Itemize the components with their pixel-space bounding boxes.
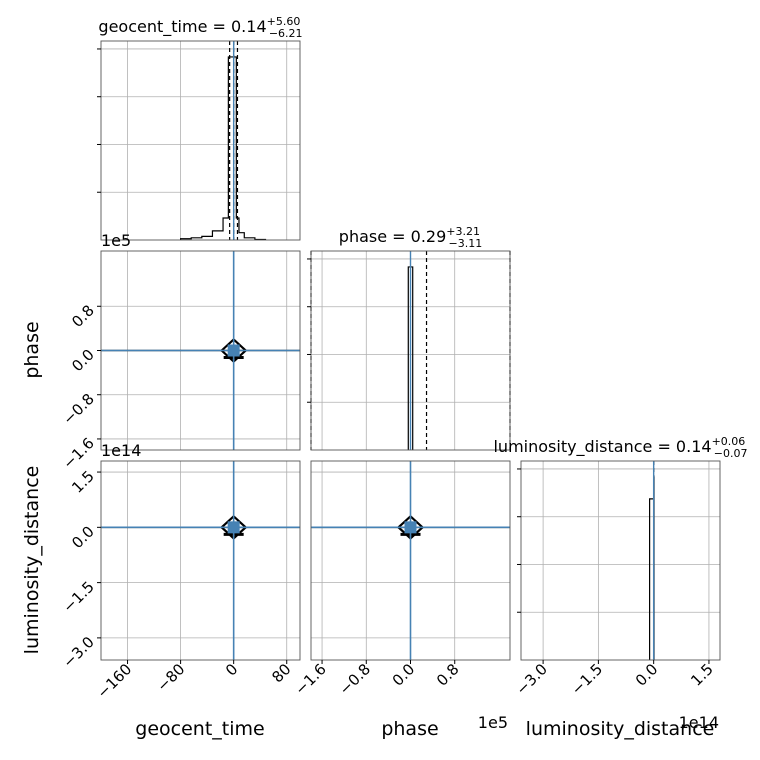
diag-title-phase: phase = 0.29+3.21 −3.11 xyxy=(339,225,482,250)
x-axis-label-geocent-time: geocent_time xyxy=(135,718,264,740)
panel-bg-diag-luminosity-distance xyxy=(521,461,720,660)
panel-frame-diag-geocent-time xyxy=(100,40,301,241)
offset-text-phase-y: 1e5 xyxy=(101,231,131,250)
xtick-label-geocent-time-2: 0 xyxy=(222,660,241,679)
ytick-label-luminosity-distance-1: −1.5 xyxy=(59,578,97,616)
x-axis-label-phase: phase xyxy=(381,718,438,740)
xtick-label-geocent-time-1: −80 xyxy=(153,660,188,695)
panel-frame-diag-luminosity-distance xyxy=(520,460,721,661)
xtick-label-luminosity-distance-3: 1.5 xyxy=(687,660,717,690)
truth-marker-panel-luminosity-distance-vs-geocent-time xyxy=(227,521,240,534)
truth-marker-panel-phase-vs-geocent-time xyxy=(227,344,240,357)
y-axis-label-phase: phase xyxy=(21,321,43,378)
ytick-label-luminosity-distance-0: −3.0 xyxy=(59,633,97,671)
histogram-geocent-time xyxy=(180,56,267,241)
xtick-label-phase-3: 0.8 xyxy=(433,660,463,690)
xtick-label-phase-1: −0.8 xyxy=(336,660,374,698)
xtick-label-luminosity-distance-2: 0.0 xyxy=(632,660,662,690)
xtick-label-luminosity-distance-0: −3.0 xyxy=(512,660,550,698)
diag-title-luminosity-distance: luminosity_distance = 0.14+0.06 −0.07 xyxy=(493,435,747,460)
offset-text-phase-x: 1e5 xyxy=(478,713,508,732)
truth-marker-panel-luminosity-distance-vs-phase xyxy=(404,521,417,534)
x-axis-label-luminosity-distance: luminosity_distance xyxy=(526,718,715,740)
ytick-label-phase-0: −1.6 xyxy=(59,434,97,472)
xtick-label-geocent-time-0: −160 xyxy=(93,660,135,702)
panel-bg-diag-geocent-time xyxy=(101,41,300,240)
diag-title-geocent-time: geocent_time = 0.14+5.60 −6.21 xyxy=(98,15,302,40)
panel-bg-panel-luminosity-distance-vs-geocent-time xyxy=(101,461,300,660)
panel-frame-diag-phase xyxy=(310,250,511,451)
offset-text-luminosity-distance-y: 1e14 xyxy=(101,441,141,460)
ytick-label-luminosity-distance-2: 0.0 xyxy=(68,522,98,552)
xtick-label-phase-0: −1.6 xyxy=(291,660,329,698)
ytick-label-phase-1: −0.8 xyxy=(59,390,97,428)
y-axis-label-luminosity-distance: luminosity_distance xyxy=(21,466,43,655)
xtick-label-luminosity-distance-1: −1.5 xyxy=(568,660,606,698)
ytick-label-phase-2: 0.0 xyxy=(68,346,98,376)
panel-frame-panel-luminosity-distance-vs-geocent-time xyxy=(100,460,301,661)
xtick-label-phase-2: 0.0 xyxy=(389,660,419,690)
ytick-label-phase-3: 0.8 xyxy=(68,301,98,331)
xtick-label-geocent-time-3: 80 xyxy=(268,660,294,686)
offset-text-luminosity-distance-x: 1e14 xyxy=(679,713,719,732)
